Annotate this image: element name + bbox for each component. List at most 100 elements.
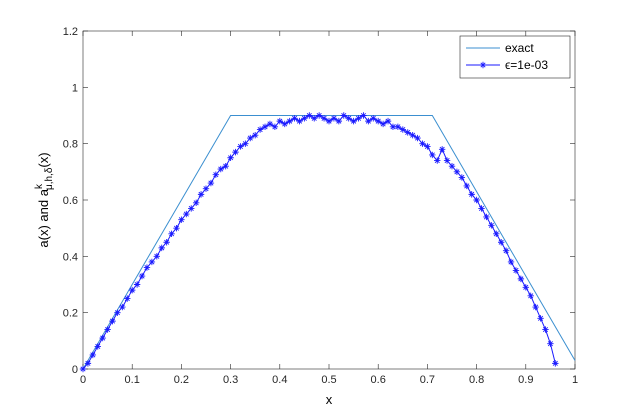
data-point xyxy=(79,365,87,373)
x-tick-label: 0 xyxy=(80,374,86,386)
legend-marker xyxy=(479,61,487,69)
data-point xyxy=(173,224,180,232)
data-point xyxy=(414,134,421,142)
data-point xyxy=(355,115,362,122)
data-point xyxy=(429,151,436,159)
data-point xyxy=(483,213,490,221)
data-point xyxy=(252,132,259,139)
data-point xyxy=(438,146,446,153)
data-point xyxy=(227,154,234,161)
data-point xyxy=(138,272,146,280)
data-point xyxy=(409,132,416,139)
data-point xyxy=(247,134,254,142)
data-point xyxy=(143,264,151,271)
x-tick-label: 0.5 xyxy=(321,374,336,386)
data-point xyxy=(375,117,382,125)
data-point xyxy=(448,163,456,170)
data-point xyxy=(217,165,224,173)
data-point xyxy=(473,196,480,204)
x-tick-label: 0.3 xyxy=(223,374,238,386)
data-point xyxy=(148,258,156,266)
data-point xyxy=(315,112,323,119)
data-point xyxy=(192,199,200,207)
legend-label: exact xyxy=(505,41,534,55)
x-tick-label: 0.4 xyxy=(272,374,287,386)
data-point xyxy=(340,112,347,119)
x-tick-label: 1 xyxy=(572,374,578,386)
data-point xyxy=(197,191,205,198)
y-tick-label: 0.2 xyxy=(63,308,78,320)
data-point xyxy=(153,253,160,260)
data-point xyxy=(532,303,539,311)
data-point xyxy=(114,309,121,316)
data-point xyxy=(207,179,215,187)
data-point xyxy=(330,115,338,122)
data-point xyxy=(291,115,298,122)
y-label-end: (x) xyxy=(36,152,51,167)
data-point xyxy=(119,303,126,311)
data-point xyxy=(360,112,367,119)
data-point xyxy=(266,120,274,128)
data-point xyxy=(202,185,210,192)
data-point xyxy=(384,117,392,125)
data-point xyxy=(404,129,411,136)
data-point xyxy=(335,117,343,125)
y-tick-label: 0.6 xyxy=(63,195,78,207)
data-point xyxy=(507,258,515,266)
x-tick-label: 0.7 xyxy=(420,374,435,386)
y-tick-label: 0 xyxy=(72,364,78,376)
legend-box xyxy=(459,35,571,79)
data-point xyxy=(104,326,111,333)
data-point xyxy=(468,191,475,198)
y-tick-label: 1 xyxy=(72,82,78,94)
data-point xyxy=(399,126,406,133)
data-point xyxy=(256,126,264,133)
data-point xyxy=(232,148,239,156)
x-tick-label: 0.1 xyxy=(125,374,140,386)
data-point xyxy=(527,292,534,299)
y-label-sub: μ,h,δ xyxy=(44,167,55,190)
data-point xyxy=(183,210,190,218)
data-point xyxy=(124,295,131,302)
data-point xyxy=(434,157,441,164)
data-point xyxy=(379,120,387,128)
data-point xyxy=(306,112,313,119)
data-point xyxy=(419,140,426,147)
x-axis-label: x xyxy=(326,392,333,407)
x-tick-label: 0.9 xyxy=(518,374,533,386)
data-point xyxy=(84,360,92,367)
y-tick-label: 0.4 xyxy=(63,251,78,263)
y-axis-label: a(x) and akμ,h,δ(x) xyxy=(34,152,55,247)
y-tick-label: 0.8 xyxy=(63,139,78,151)
data-point xyxy=(325,117,333,125)
data-point xyxy=(178,216,185,223)
data-point xyxy=(453,168,461,176)
data-point xyxy=(537,315,544,322)
series-line xyxy=(82,115,576,370)
data-point xyxy=(552,360,559,367)
data-point xyxy=(370,115,377,122)
y-label-sup: k xyxy=(34,183,45,189)
data-point xyxy=(458,174,466,181)
data-point xyxy=(99,334,106,342)
data-point xyxy=(424,143,431,150)
data-point xyxy=(547,340,554,347)
data-point xyxy=(286,117,293,125)
data-point xyxy=(311,115,318,122)
data-point xyxy=(542,326,549,333)
data-point xyxy=(517,275,525,283)
data-point xyxy=(261,123,269,130)
data-point xyxy=(133,281,141,288)
x-tick-label: 0.2 xyxy=(174,374,189,386)
data-point xyxy=(129,286,136,294)
data-point xyxy=(502,247,510,254)
data-point xyxy=(168,230,175,237)
data-point xyxy=(271,123,279,130)
data-point xyxy=(89,351,97,359)
data-point xyxy=(389,123,397,130)
data-point xyxy=(512,267,520,274)
data-point xyxy=(365,117,372,125)
x-tick-label: 0.8 xyxy=(469,374,484,386)
data-point xyxy=(394,123,402,130)
